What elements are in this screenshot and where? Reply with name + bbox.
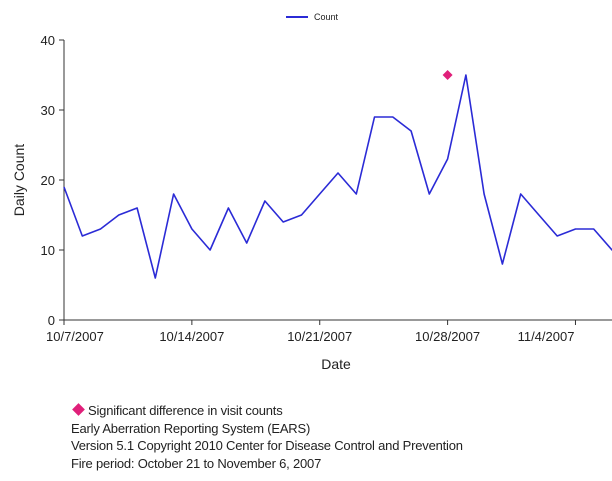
chart-legend: Count — [286, 12, 339, 22]
chart-footer: Significant difference in visit counts E… — [71, 402, 463, 472]
footer-line-version: Version 5.1 Copyright 2010 Center for Di… — [71, 438, 463, 453]
significant-difference-marker-icon — [72, 403, 85, 416]
y-ticks: 0 10 20 30 40 — [41, 33, 64, 328]
y-axis-title: Daily Count — [11, 144, 27, 216]
chart-axes — [63, 40, 612, 321]
x-tick-label: 11/4/2007 — [518, 329, 575, 344]
x-tick-label: 10/21/2007 — [287, 329, 352, 344]
significant-point-marker — [442, 70, 453, 80]
x-tick-label: 10/28/2007 — [415, 329, 480, 344]
series-line-count — [63, 74, 612, 279]
y-tick-label: 10 — [41, 243, 55, 258]
y-tick-label: 20 — [41, 173, 55, 188]
y-tick-label: 30 — [41, 103, 55, 118]
line-chart: Count 0 10 20 30 40 10/7/2007 10/14/2007 10/21… — [11, 12, 612, 372]
x-tick-label: 10/14/2007 — [159, 329, 224, 344]
legend-label-count: Count — [314, 12, 339, 22]
y-tick-label: 40 — [41, 33, 55, 48]
footer-line-fire-period: Fire period: October 21 to November 6, 2… — [71, 455, 322, 471]
footer-legend-row: Significant difference in visit counts — [71, 402, 463, 420]
y-tick-label: 0 — [48, 313, 55, 328]
footer-legend-label: Significant difference in visit counts — [88, 403, 283, 418]
x-tick-label: 10/7/2007 — [46, 329, 104, 344]
chart-series — [63, 70, 612, 279]
footer-line-ears: Early Aberration Reporting System (EARS) — [71, 420, 311, 436]
x-axis-title: Date — [321, 356, 351, 372]
x-ticks: 10/7/2007 10/14/2007 10/21/2007 10/28/2007 1… — [46, 320, 576, 344]
